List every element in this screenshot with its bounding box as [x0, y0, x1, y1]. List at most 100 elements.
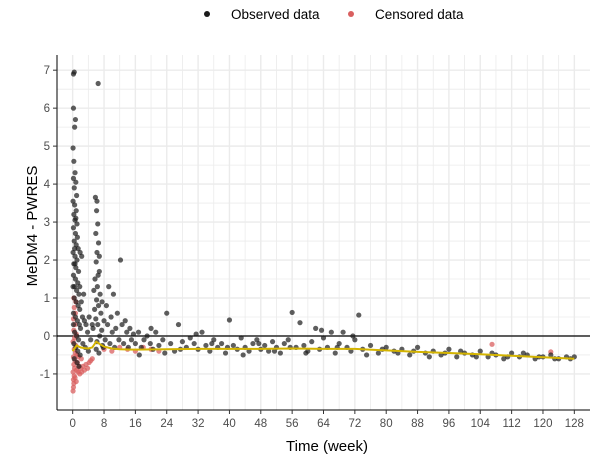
observed-point — [77, 249, 83, 256]
x-tick-label: 40 — [223, 418, 236, 430]
observed-point — [76, 363, 82, 369]
observed-point — [153, 329, 159, 335]
observed-point — [128, 337, 135, 343]
observed-point — [407, 352, 413, 358]
observed-point — [340, 329, 346, 335]
observed-point — [320, 335, 327, 341]
x-tick-label: 24 — [160, 418, 173, 430]
censored-point — [89, 356, 95, 362]
observed-point — [70, 175, 77, 181]
observed-point — [108, 314, 114, 320]
observed-point — [103, 302, 109, 309]
x-axis-title: Time (week) — [286, 438, 368, 455]
observed-point — [80, 340, 86, 347]
x-tick-label: 104 — [471, 418, 491, 430]
observed-point — [110, 291, 117, 297]
y-tick-label: 4 — [44, 179, 51, 191]
censored-points — [70, 295, 554, 394]
y-tick-label: -1 — [40, 369, 50, 381]
legend-label-censored: Censored data — [375, 7, 464, 22]
observed-point — [277, 350, 283, 356]
observed-point — [121, 340, 127, 347]
observed-point — [318, 327, 325, 333]
observed-point — [119, 321, 125, 328]
observed-point — [93, 297, 100, 303]
censored-point — [70, 384, 77, 390]
observed-point — [71, 158, 77, 164]
observed-point — [141, 337, 147, 343]
censored-point — [489, 341, 495, 347]
observed-point — [230, 342, 236, 349]
observed-point — [86, 314, 92, 320]
observed-point — [78, 299, 84, 305]
observed-point — [74, 234, 80, 240]
observed-point — [160, 337, 166, 343]
x-tick-label: 32 — [192, 418, 205, 430]
observed-point — [73, 179, 79, 185]
observed-point — [71, 69, 77, 75]
observed-point — [332, 350, 338, 356]
observed-point — [356, 312, 362, 318]
observed-point — [328, 329, 334, 335]
x-tick-label: 112 — [502, 418, 520, 430]
y-tick-label: 0 — [44, 331, 50, 343]
observed-point — [238, 335, 244, 341]
observed-point — [99, 299, 105, 305]
x-axis-ticks: 0 8 16 24 32 40 48 56 64 72 80 88 96 104 112 120 128 — [69, 410, 584, 430]
observed-point — [124, 329, 130, 335]
observed-point — [93, 259, 99, 265]
x-tick-label: 16 — [129, 418, 142, 430]
observed-point — [73, 192, 80, 199]
observed-point — [367, 342, 374, 349]
observed-point — [70, 105, 77, 111]
observed-point — [88, 337, 94, 343]
observed-point — [95, 302, 102, 309]
observed-point — [426, 354, 432, 360]
observed-point — [73, 287, 80, 294]
observed-point — [414, 344, 421, 350]
legend: Observed data Censored data — [204, 7, 464, 22]
observed-point — [93, 316, 99, 322]
x-tick-label: 0 — [69, 418, 75, 430]
x-tick-label: 48 — [254, 418, 267, 430]
y-tick-label: 1 — [44, 293, 50, 305]
observed-point — [301, 342, 307, 349]
observed-point — [90, 325, 96, 331]
observed-point — [73, 208, 79, 214]
observed-point — [147, 340, 153, 347]
observed-point — [76, 291, 82, 297]
observed-point — [222, 350, 229, 356]
x-tick-label: 88 — [411, 418, 424, 430]
observed-point — [95, 321, 101, 328]
observed-point — [226, 317, 233, 323]
observed-point — [175, 321, 182, 328]
observed-point — [501, 356, 507, 362]
legend-marker-observed — [204, 11, 210, 17]
observed-point — [70, 145, 76, 151]
observed-point — [289, 309, 295, 316]
observed-point — [114, 310, 120, 316]
observed-point — [94, 198, 100, 204]
observed-point — [94, 284, 100, 290]
observed-point — [92, 306, 98, 312]
observed-point — [96, 350, 102, 356]
censored-point — [70, 388, 76, 394]
legend-marker-censored — [348, 11, 354, 17]
observed-point — [162, 350, 168, 356]
observed-point — [77, 306, 83, 312]
observed-point — [509, 350, 515, 356]
observed-point — [256, 340, 262, 347]
observed-point — [73, 215, 79, 221]
y-axis-title: MeDM4 - PWRES — [24, 166, 41, 287]
observed-point — [98, 310, 104, 316]
y-axis-ticks: -1 0 1 2 3 4 5 6 7 — [40, 65, 57, 381]
observed-point — [83, 321, 89, 328]
observed-point — [81, 291, 87, 297]
observed-point — [122, 318, 128, 324]
observed-point — [132, 340, 138, 347]
observed-point — [72, 202, 78, 208]
observed-point — [454, 354, 460, 360]
observed-point — [104, 321, 111, 328]
x-tick-label: 56 — [286, 418, 299, 430]
